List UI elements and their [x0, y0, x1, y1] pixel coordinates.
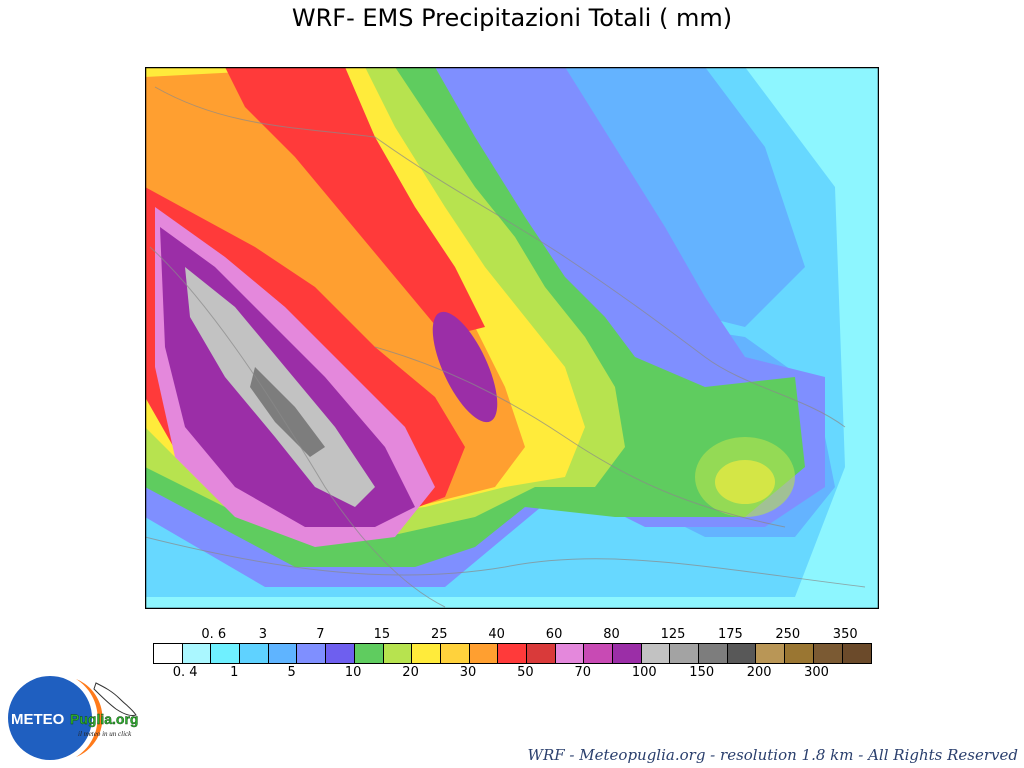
- cell-east-lightgreen: [695, 437, 795, 517]
- legend-swatch: [842, 644, 872, 663]
- legend-swatch: [154, 644, 183, 663]
- legend-top-label: 350: [832, 627, 858, 642]
- legend-swatch: [268, 644, 298, 663]
- legend-swatch: [584, 644, 613, 663]
- legend-swatch: [813, 644, 843, 663]
- legend-swatch: [785, 644, 814, 663]
- legend-swatch: [354, 644, 384, 663]
- legend-swatch: [526, 644, 556, 663]
- legend-bottom-label: 150: [689, 665, 715, 680]
- legend-swatch: [756, 644, 786, 663]
- legend-bottom-label: 0. 4: [172, 665, 198, 680]
- map-title: WRF- EMS Precipitazioni Totali ( mm): [291, 4, 733, 32]
- legend-top-label: 175: [718, 627, 743, 642]
- legend-swatch: [555, 644, 585, 663]
- field-darkgrey: [250, 367, 325, 457]
- legend-swatch: [670, 644, 700, 663]
- legend-swatch: [297, 644, 327, 663]
- legend-swatch: [326, 644, 355, 663]
- legend-bottom-label: 300: [804, 665, 829, 680]
- field-grey: [185, 267, 375, 507]
- legend-swatch: [182, 644, 212, 663]
- field-red-north: [225, 67, 485, 337]
- cell-east-purple: [432, 311, 498, 423]
- color-legend: 0. 6 3 7 15 25 40 60 80 125 175 250 350 0. 4 1 5 10 20 3…: [152, 623, 873, 683]
- legend-bottom-label: 30: [459, 665, 477, 680]
- legend-bottom-label: 200: [746, 665, 772, 680]
- legend-swatch: [383, 644, 413, 663]
- legend-swatch: [412, 644, 441, 663]
- meteopuglia-logo: METEO Puglia.org il meteo in un click: [8, 676, 139, 760]
- legend-bottom-label: 20: [402, 665, 419, 680]
- legend-swatch: [613, 644, 642, 663]
- legend-top-label: 60: [545, 627, 563, 642]
- legend-swatch: [727, 644, 757, 663]
- logo-puglia-text: Puglia.org: [70, 711, 138, 727]
- legend-top-label: 25: [431, 627, 448, 642]
- legend-top-label: 40: [488, 627, 505, 642]
- legend-bottom-label: 10: [344, 665, 362, 680]
- legend-top-label: 0. 6: [201, 627, 227, 642]
- legend-swatch: [469, 644, 499, 663]
- legend-swatch: [440, 644, 470, 663]
- logo-meteo-text: METEO: [11, 711, 65, 728]
- legend-top-label: 80: [603, 627, 620, 642]
- legend-bottom-label: 5: [287, 665, 296, 680]
- legend-top-label: 7: [316, 627, 325, 642]
- legend-top-label: 3: [258, 627, 268, 642]
- legend-swatch: [498, 644, 527, 663]
- legend-swatch: [641, 644, 671, 663]
- precipitation-map: [145, 67, 879, 609]
- legend-bottom-label: 1: [230, 665, 239, 680]
- legend-top-label: 250: [775, 627, 801, 642]
- copyright-footer: WRF - Meteopuglia.org - resolution 1.8 k…: [527, 746, 1018, 764]
- legend-swatch: [240, 644, 269, 663]
- legend-bottom-label: 70: [574, 665, 592, 680]
- legend-top-label: 125: [660, 627, 686, 642]
- legend-swatch: [211, 644, 241, 663]
- legend-swatches: [153, 643, 873, 664]
- legend-top-label: 15: [373, 627, 391, 642]
- logo-tagline: il meteo in un click: [78, 730, 132, 738]
- legend-bottom-label: 50: [517, 665, 534, 680]
- legend-bottom-label: 100: [631, 665, 657, 680]
- legend-swatch: [699, 644, 728, 663]
